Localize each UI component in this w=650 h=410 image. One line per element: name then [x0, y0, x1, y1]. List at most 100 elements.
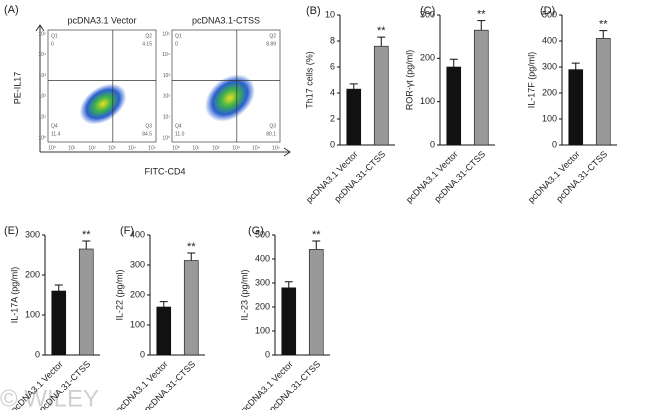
quadrant-name: Q2 [145, 33, 152, 39]
panel-label: (D) [540, 5, 555, 17]
y-tick-label: 100 [130, 319, 145, 329]
significance: ** [312, 229, 321, 241]
x-tick-label: 10³ [232, 145, 240, 151]
y-tick-label: 100 [542, 113, 557, 123]
y-tick-label: 10⁵ [162, 31, 170, 37]
quadrant-name: Q3 [145, 123, 152, 129]
plot-title: pcDNA3.1 Vector [67, 15, 136, 25]
panel-label: (G) [248, 225, 264, 237]
panel-label: (B) [306, 5, 321, 17]
bar [568, 69, 584, 146]
y-axis-label: Th17 cells (%) [304, 51, 314, 109]
y-tick-label: 300 [130, 259, 145, 269]
quadrant-value: 80.1 [266, 131, 276, 137]
y-tick-label: 200 [25, 269, 40, 279]
quadrant-name: Q3 [269, 123, 276, 129]
error-bar [187, 252, 196, 261]
significance: ** [599, 19, 608, 31]
panel-label: (C) [420, 5, 435, 17]
y-tick-label: 10¹ [39, 115, 47, 121]
bar [473, 29, 489, 146]
panel-label: (A) [4, 4, 19, 16]
x-tick-label: 10⁴ [128, 145, 136, 151]
y-tick-label: 10 [325, 9, 335, 19]
x-tick-label: 10³ [108, 145, 116, 151]
y-tick-label: 0 [265, 349, 270, 359]
panel-label: (F) [120, 225, 134, 237]
y-tick-label: 300 [25, 229, 40, 239]
x-tick-label: 10¹ [68, 145, 76, 151]
significance: ** [82, 229, 91, 241]
bar [183, 260, 199, 356]
quadrant-name: Q1 [175, 33, 182, 39]
x-tick-label: pcDNA.31-CTSS [554, 149, 609, 204]
error-bar [377, 36, 386, 47]
error-bar [449, 58, 458, 67]
x-tick-label: 10² [212, 145, 220, 151]
quadrant-value: 8.89 [266, 41, 276, 47]
quadrant-name: Q4 [51, 123, 58, 129]
y-tick-label: 10² [163, 94, 171, 100]
error-bar [159, 301, 168, 307]
x-tick-label: 10² [88, 145, 96, 151]
y-tick-label: 8 [330, 35, 335, 45]
y-tick-label: 400 [130, 229, 145, 239]
x-tick-label: 10⁰ [172, 145, 180, 151]
y-tick-label: 200 [255, 301, 270, 311]
quadrant-name: Q1 [51, 33, 58, 39]
axis-arrow [35, 24, 291, 157]
error-bar [82, 240, 91, 249]
watermark: © WILEY [0, 385, 99, 410]
x-axis-label: FITC-CD4 [145, 166, 186, 176]
x-tick-label: 10⁵ [272, 145, 280, 151]
y-tick-label: 200 [420, 53, 435, 63]
error-bar [349, 83, 358, 90]
bar [281, 287, 297, 356]
y-axis-label: IL-17F (pg/ml) [526, 52, 536, 109]
y-tick-label: 0 [552, 139, 557, 149]
y-axis-label: ROR-γt (pg/ml) [404, 50, 414, 111]
error-bar [477, 20, 486, 31]
x-tick-label: 10⁰ [48, 145, 56, 151]
y-tick-label: 10⁰ [38, 135, 46, 141]
quadrant-value: 0 [51, 41, 54, 47]
significance: ** [477, 9, 486, 21]
quadrant-value: 4.15 [142, 41, 152, 47]
quadrant-name: Q4 [175, 123, 182, 129]
panel-label: (E) [4, 225, 19, 237]
significance: ** [187, 241, 196, 253]
significance: ** [377, 25, 386, 37]
bar [308, 249, 324, 356]
y-tick-label: 400 [255, 253, 270, 263]
y-tick-label: 10⁵ [38, 31, 46, 37]
y-tick-label: 6 [330, 61, 335, 71]
y-tick-label: 500 [255, 229, 270, 239]
x-tick-label: pcDNA3.1 Vector [239, 359, 295, 410]
x-tick-label: 10⁵ [148, 145, 156, 151]
y-axis-label: IL-22 (pg/ml) [114, 269, 124, 320]
y-tick-label: 400 [542, 35, 557, 45]
y-tick-label: 10³ [39, 73, 47, 79]
bar [446, 66, 462, 146]
error-bar [312, 240, 321, 250]
y-tick-label: 10¹ [163, 115, 171, 121]
bar [51, 290, 67, 356]
y-tick-label: 10⁴ [162, 52, 170, 58]
y-axis-label: IL-17A (pg/ml) [9, 267, 19, 324]
y-tick-label: 10⁰ [162, 135, 170, 141]
plot-title: pcDNA3.1-CTSS [192, 15, 260, 25]
y-tick-label: 4 [330, 87, 335, 97]
x-tick-label: pcDNA.31-CTSS [332, 149, 387, 204]
y-tick-label: 0 [35, 349, 40, 359]
quadrant-value: 11.4 [51, 131, 61, 137]
flow-plot-frame [171, 29, 281, 143]
error-bar [54, 284, 63, 291]
error-bar [284, 281, 293, 288]
y-tick-label: 300 [255, 277, 270, 287]
y-tick-label: 300 [542, 61, 557, 71]
quadrant-value: 11.0 [175, 131, 185, 137]
y-axis-label: PE-IL17 [12, 72, 22, 105]
y-tick-label: 0 [430, 139, 435, 149]
density-cloud [79, 83, 127, 125]
